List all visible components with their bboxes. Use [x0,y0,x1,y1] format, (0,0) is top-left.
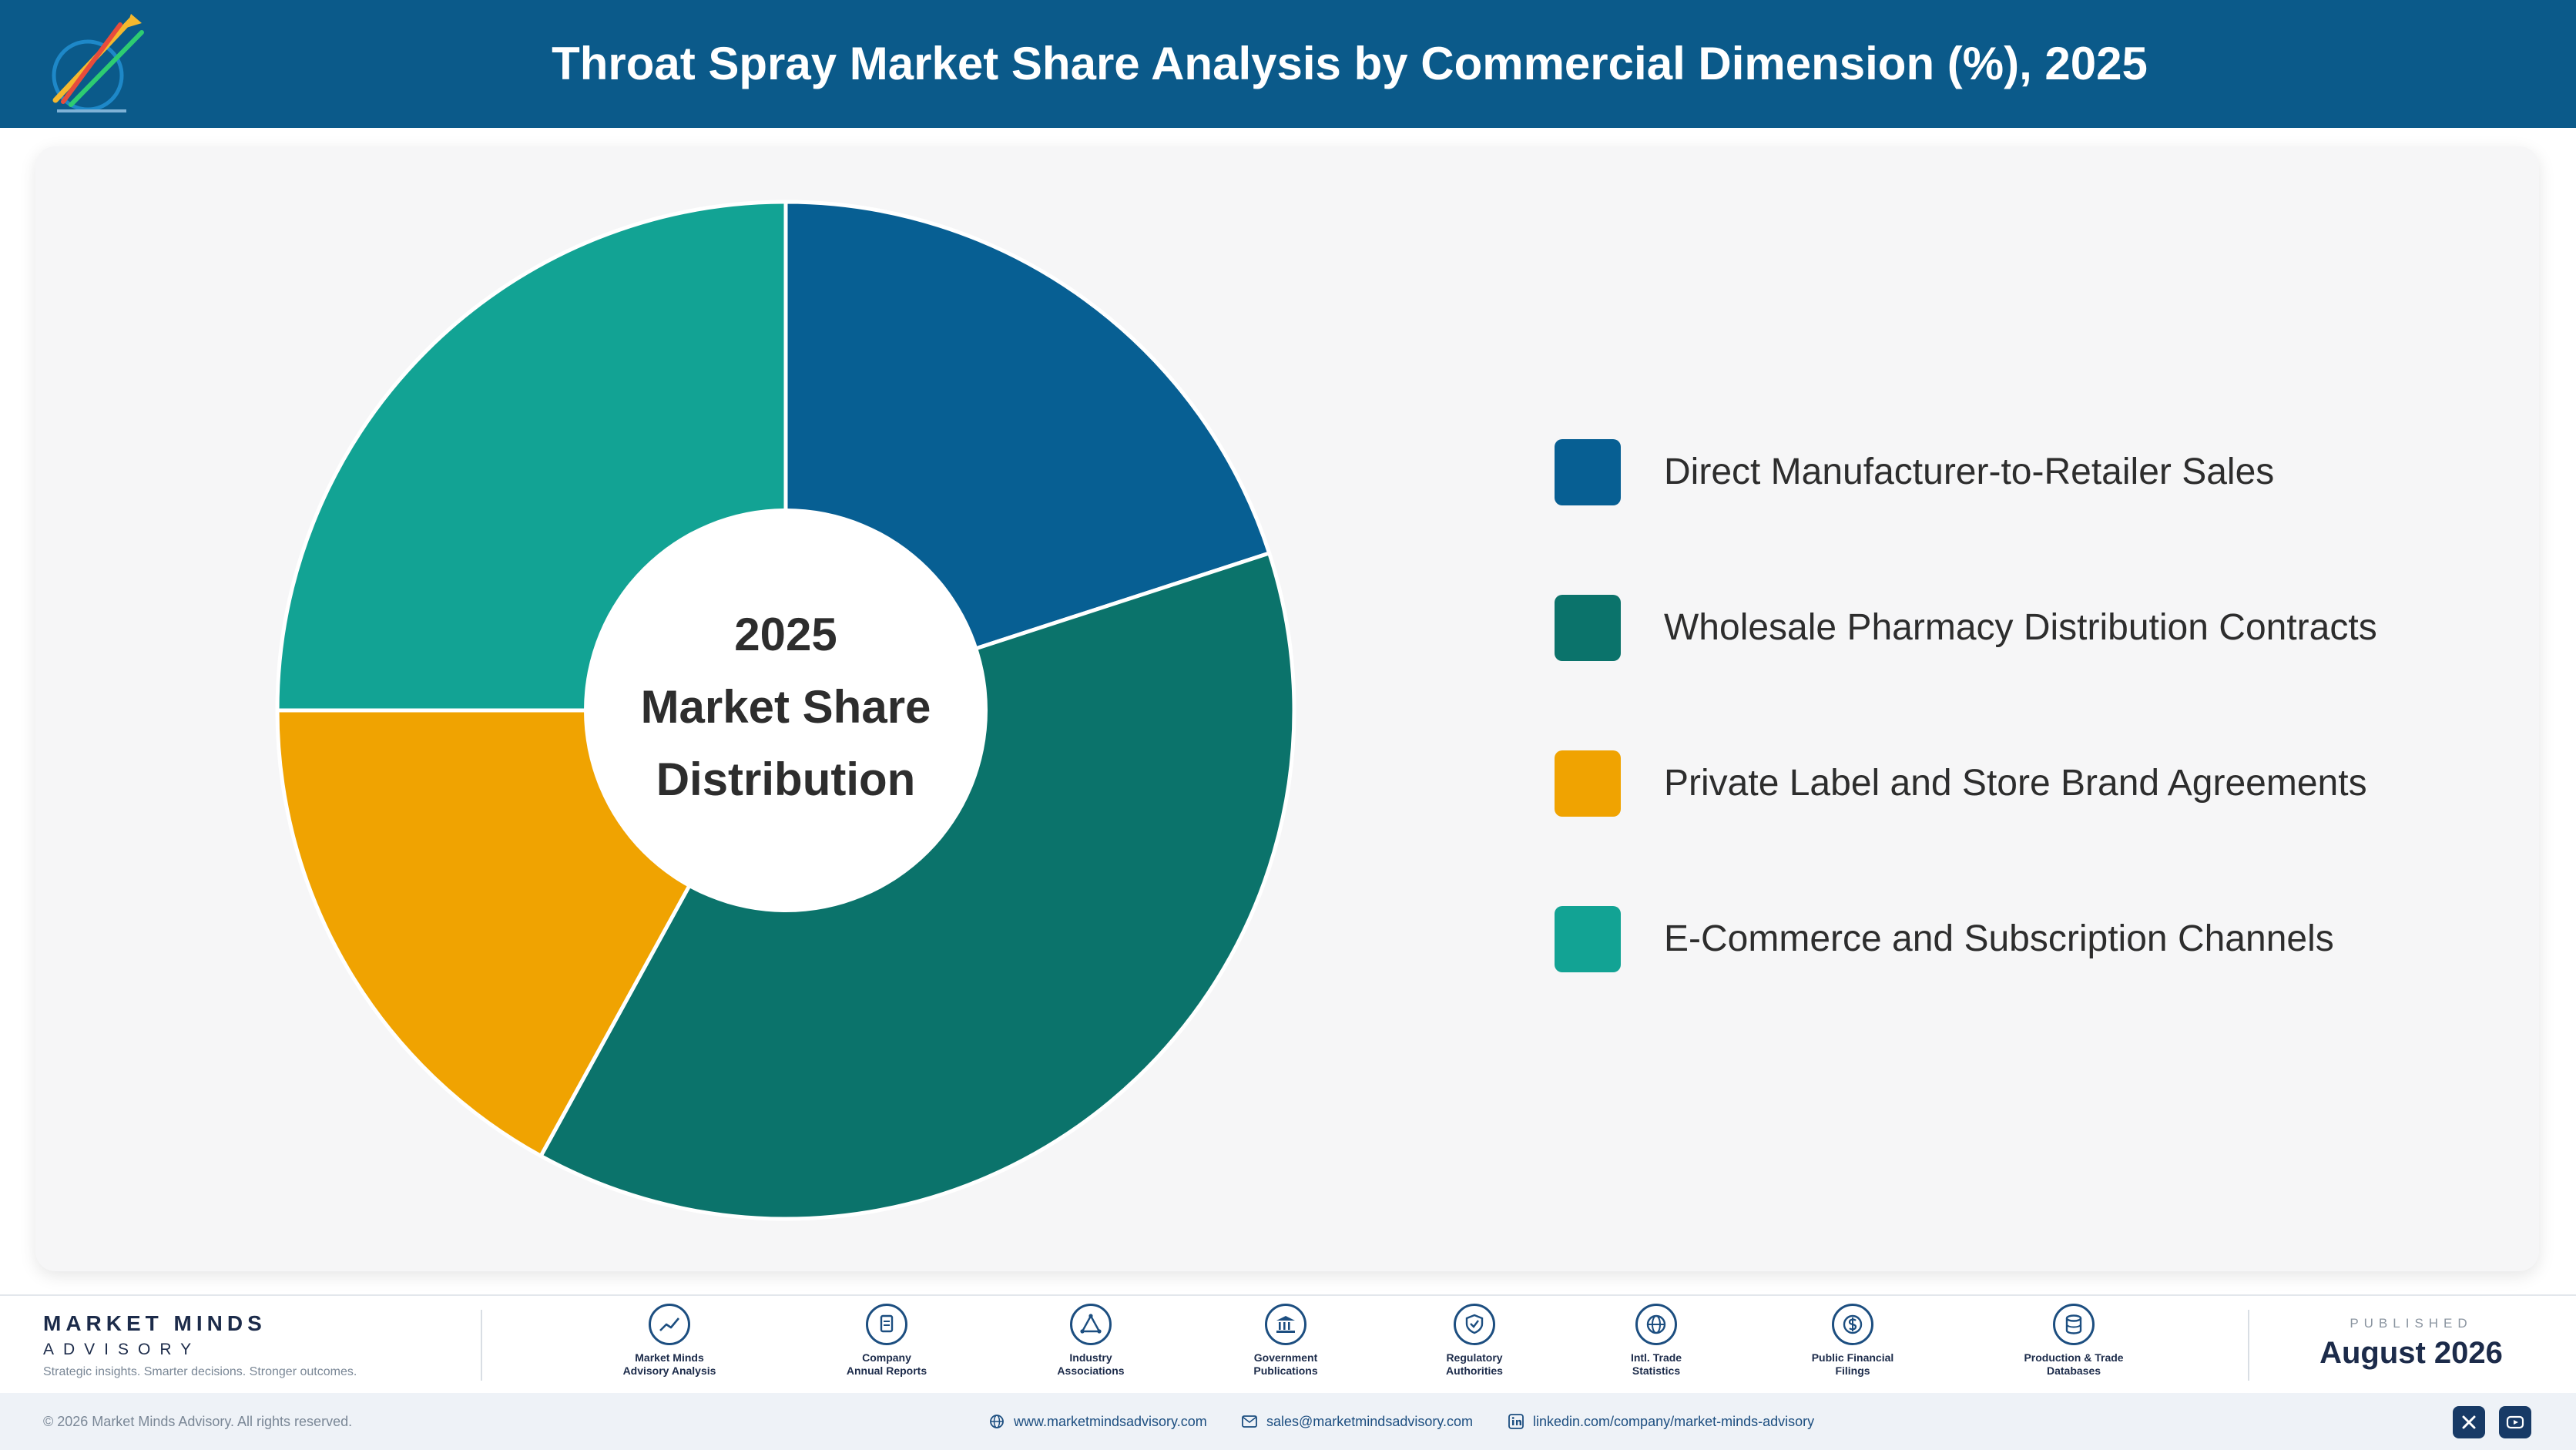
document-icon [866,1304,907,1345]
chart-line-icon [649,1304,690,1345]
database-icon [2053,1304,2095,1345]
source-label: Production & Trade Databases [2024,1351,2124,1377]
center-label-line: Market Share [641,681,931,733]
center-label-line: 2025 [734,609,837,660]
x-icon [2462,1415,2476,1429]
footer-divider [481,1310,482,1381]
source-label: Intl. Trade Statistics [1630,1351,1682,1377]
source-item: Company Annual Reports [802,1304,971,1378]
donut-center [584,509,988,912]
x-social-button[interactable] [2453,1406,2485,1438]
market-minds-logo [52,14,144,112]
source-label: Government Publications [1253,1351,1318,1377]
source-item: Public Financial Filings [1768,1304,1937,1378]
network-icon [1070,1304,1112,1345]
envelope-icon [1242,1415,1257,1428]
footer-brand: MARKET MINDS ADVISORY Strategic insights… [43,1311,357,1379]
source-item: Government Publications [1201,1304,1370,1378]
footer: MARKET MINDS ADVISORY Strategic insights… [0,1294,2576,1393]
chart-title: Throat Spray Market Share Analysis by Co… [552,38,2148,89]
legend-item: E-Commerce and Subscription Channels [1555,906,2525,1062]
legend-label: Private Label and Store Brand Agreements [1664,763,2367,804]
legend-label: Wholesale Pharmacy Distribution Contract… [1664,607,2377,648]
linkedin-link[interactable]: linkedin.com/company/market-minds-adviso… [1508,1393,1814,1450]
source-label: Company Annual Reports [846,1351,927,1377]
legend-swatch [1555,750,1621,817]
legend-item: Private Label and Store Brand Agreements [1555,750,2525,906]
legend-swatch [1555,439,1621,505]
legend-swatch [1555,906,1621,972]
website-text: www.marketmindsadvisory.com [1014,1413,1207,1429]
footer-divider [2248,1310,2249,1381]
email-text: sales@marketmindsadvisory.com [1266,1413,1474,1429]
legend-swatch [1555,595,1621,661]
brand-subtitle: ADVISORY [43,1341,201,1358]
youtube-social-button[interactable] [2499,1406,2531,1438]
shield-check-icon [1454,1304,1495,1345]
source-label: Industry Associations [1057,1351,1125,1377]
published-label: PUBLISHED [2350,1316,2473,1331]
brand-tagline: Strategic insights. Smarter decisions. S… [43,1365,357,1378]
brand-name: MARKET MINDS [43,1311,267,1335]
published-block: PUBLISHED August 2026 [2265,1316,2558,1371]
globe-icon [1635,1304,1677,1345]
source-item: Intl. Trade Statistics [1571,1304,1741,1378]
slice-wholesale-pharmacy-distribution-contracts [538,551,1296,1221]
globe-icon [989,1414,1005,1429]
source-item: Market Minds Advisory Analysis [585,1304,754,1378]
legend-item: Direct Manufacturer-to-Retailer Sales [1555,439,2525,595]
dollar-coin-icon [1832,1304,1873,1345]
email-link[interactable]: sales@marketmindsadvisory.com [1242,1393,1473,1450]
linkedin-text: linkedin.com/company/market-minds-adviso… [1533,1413,1815,1429]
government-building-icon [1265,1304,1306,1345]
published-date: August 2026 [2319,1336,2503,1370]
legend-label: Direct Manufacturer-to-Retailer Sales [1664,451,2275,492]
chart-legend: Direct Manufacturer-to-Retailer Sales Who… [1555,439,2525,1062]
source-label: Market Minds Advisory Analysis [622,1351,716,1377]
website-link[interactable]: www.marketmindsadvisory.com [989,1393,1207,1450]
legend-label: E-Commerce and Subscription Channels [1664,918,2334,959]
linkedin-icon [1508,1414,1524,1429]
data-sources: Market Minds Advisory Analysis Company An… [478,1304,2157,1388]
header-bar: Throat Spray Market Share Analysis by Co… [0,0,2576,128]
bottom-bar: © 2026 Market Minds Advisory. All rights… [0,1393,2576,1450]
youtube-icon [2506,1415,2524,1429]
source-label: Public Financial Filings [1811,1351,1894,1377]
copyright: © 2026 Market Minds Advisory. All rights… [43,1414,353,1429]
source-label: Regulatory Authorities [1446,1351,1503,1377]
donut-chart: 2025 Market Share Distribution [275,200,1296,1221]
center-label-line: Distribution [656,754,916,805]
legend-item: Wholesale Pharmacy Distribution Contract… [1555,595,2525,750]
source-item: Production & Trade Databases [1989,1304,2158,1378]
source-item: Industry Associations [1006,1304,1176,1378]
source-item: Regulatory Authorities [1390,1304,1559,1378]
